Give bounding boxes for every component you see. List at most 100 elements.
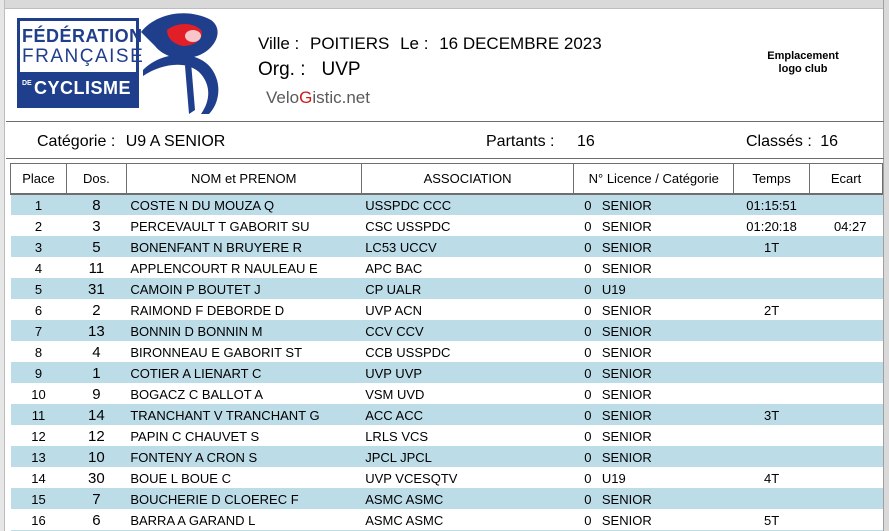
cell-nom: BIRONNEAU E GABORIT ST [126,341,362,363]
category-text: SENIOR [601,218,652,234]
licence-number: 0 [584,260,592,276]
cell-ecart [809,320,883,342]
cell-place: 1 [10,193,67,216]
cell-place: 10 [10,383,67,405]
table-header-row: Place Dos. NOM et PRENOM ASSOCIATION N° … [10,163,883,195]
cell-temps: 01:15:51 [733,193,810,216]
cell-temps [733,383,810,405]
cell-dos: 31 [66,278,127,300]
licence-number: 0 [584,218,592,234]
cell-ecart [809,257,883,279]
table-row: 15 7 BOUCHERIE D CLOEREC F ASMC ASMC 0 SENIOR [10,488,883,510]
licence-number: 0 [584,407,592,423]
cell-place: 7 [10,320,67,342]
category-text: SENIOR [601,344,652,360]
cell-association: CSC USSPDC [361,215,574,237]
cell-association: APC BAC [361,257,574,279]
cell-licence: 0 SENIOR [573,193,734,216]
cell-dos: 13 [66,320,127,342]
cell-nom: RAIMOND F DEBORDE D [126,299,362,321]
cell-ecart [809,383,883,405]
licence-number: 0 [584,449,592,465]
cell-dos: 11 [66,257,127,279]
results-body: 1 8 COSTE N DU MOUZA Q USSPDC CCC 0 SENIOR 01:… [10,193,883,531]
cell-licence: 0 SENIOR [573,236,734,258]
table-row: 6 2 RAIMOND F DEBORDE D UVP ACN 0 SENIOR 2T [10,299,883,321]
organizer: Org. : UVP [258,59,361,81]
cell-licence: 0 U19 [573,278,734,300]
category-text: U19 [601,470,626,486]
cell-place: 12 [10,425,67,447]
table-row: 1 8 COSTE N DU MOUZA Q USSPDC CCC 0 SENIOR 01:… [10,193,883,216]
classes-value: 16 [820,133,839,150]
table-row: 14 30 BOUE L BOUE C UVP VCESQTV 0 U19 4T [10,467,883,489]
cell-temps: 3T [733,404,810,426]
cell-nom: COTIER A LIENART C [126,362,362,384]
col-header-temps: Temps [733,163,811,195]
category-text: SENIOR [601,197,652,213]
category-divider [6,158,884,159]
partants-info: Partants : 16 [486,133,595,151]
ffc-logo-swoosh-icon [141,13,219,114]
club-logo-placeholder: Emplacement logo club [767,50,839,75]
cell-temps [733,341,810,363]
cell-association: LC53 UCCV [361,236,574,258]
org-value: UVP [321,59,361,80]
col-header-dos: Dos. [65,163,127,195]
cell-temps: 4T [733,467,810,489]
licence-number: 0 [584,470,592,486]
cell-nom: CAMOIN P BOUTET J [126,278,362,300]
licence-number: 0 [584,239,592,255]
table-row: 10 9 BOGACZ C BALLOT A VSM UVD 0 SENIOR [10,383,883,405]
cell-dos: 1 [66,362,127,384]
category-text: SENIOR [601,407,652,423]
cell-association: USSPDC CCC [361,193,574,216]
event-location-date: Ville : POITIERS Le : 16 DECEMBRE 2023 [258,34,608,54]
cell-place: 16 [10,509,67,531]
cell-association: VSM UVD [361,383,574,405]
category-text: SENIOR [601,491,652,507]
cell-association: ACC ACC [361,404,574,426]
classes-info: Classés : 16 [746,133,838,151]
col-header-ecart: Ecart [809,163,883,195]
category-text: SENIOR [601,323,652,339]
org-label: Org. : [258,59,306,80]
cell-nom: APPLENCOURT R NAULEAU E [126,257,362,279]
cell-licence: 0 SENIOR [573,299,734,321]
table-row: 9 1 COTIER A LIENART C UVP UVP 0 SENIOR [10,362,883,384]
licence-number: 0 [584,386,592,402]
col-header-place: Place [10,163,67,195]
licence-number: 0 [584,302,592,318]
date-label: Le : [400,34,429,53]
cell-ecart [809,404,883,426]
velogistic-prefix: Velo [266,88,300,107]
category-text: SENIOR [601,428,652,444]
cell-place: 9 [10,362,67,384]
cell-licence: 0 SENIOR [573,215,734,237]
classes-label: Classés : [746,133,812,150]
cell-association: ASMC ASMC [361,488,574,510]
cell-licence: 0 U19 [573,467,734,489]
cell-association: CCV CCV [361,320,574,342]
velogistic-brand: VeloGistic.net [266,88,370,108]
cell-licence: 0 SENIOR [573,383,734,405]
cell-ecart [809,362,883,384]
cell-ecart [809,488,883,510]
table-row: 12 12 PAPIN C CHAUVET S LRLS VCS 0 SENIOR [10,425,883,447]
ffc-logo-line3: CYCLISME [34,78,132,98]
cell-temps [733,278,810,300]
cell-dos: 3 [66,215,127,237]
cell-licence: 0 SENIOR [573,257,734,279]
cell-association: UVP UVP [361,362,574,384]
partants-label: Partants : [486,133,555,150]
ville-value: POITIERS [310,34,390,53]
cell-nom: COSTE N DU MOUZA Q [126,193,362,216]
cell-dos: 10 [66,446,127,468]
category-text: SENIOR [601,365,652,381]
cell-place: 5 [10,278,67,300]
category-label: Catégorie : [37,133,116,150]
cell-place: 13 [10,446,67,468]
cell-ecart [809,425,883,447]
cell-place: 15 [10,488,67,510]
cell-temps: 2T [733,299,810,321]
